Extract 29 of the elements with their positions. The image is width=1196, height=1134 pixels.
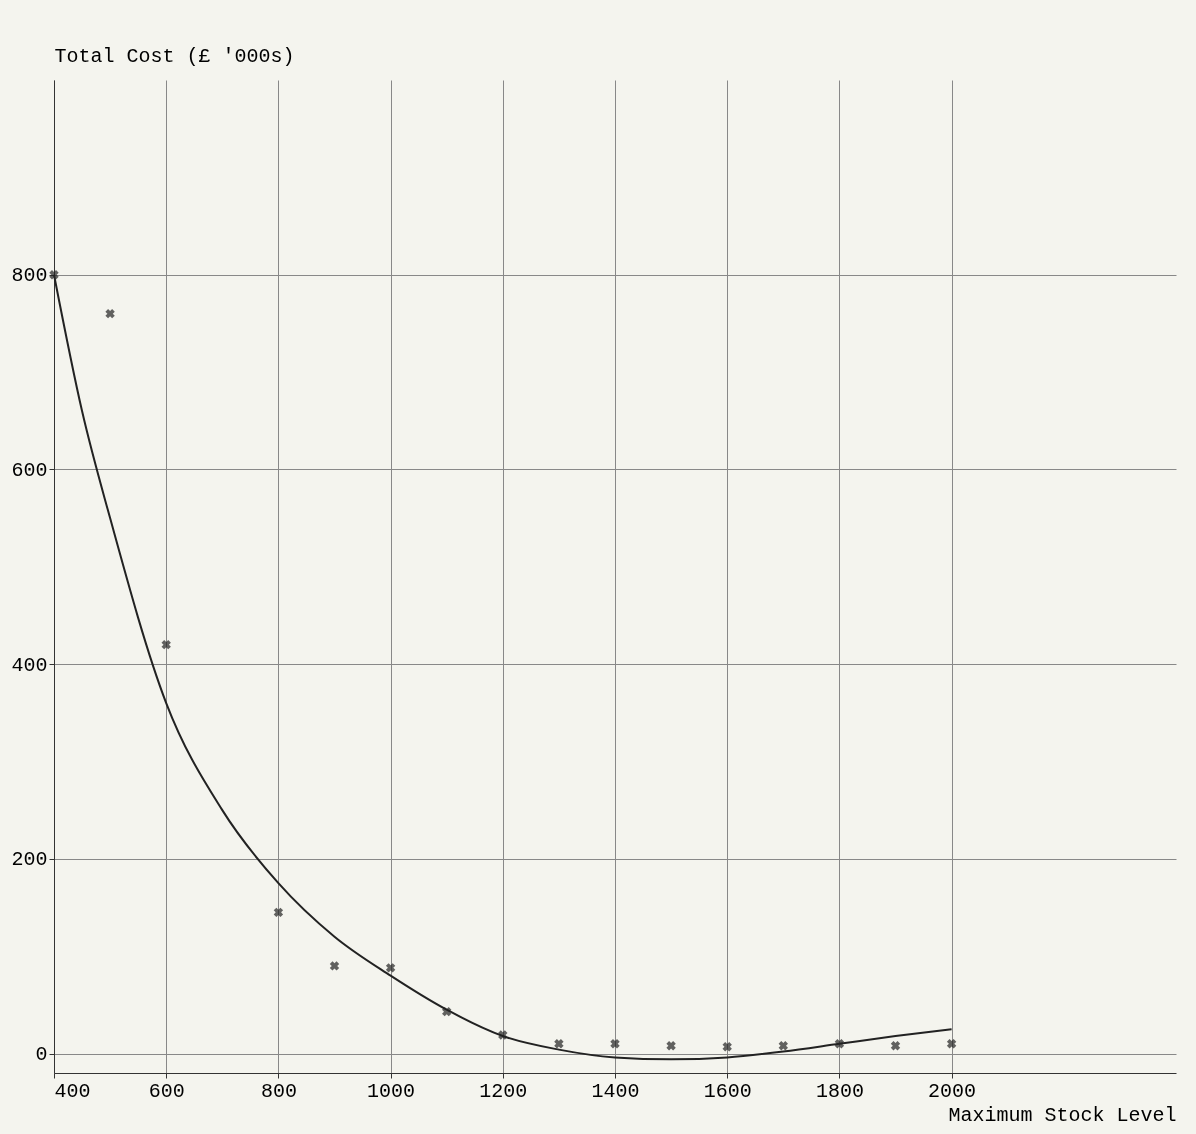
x-tick-label: 1000 xyxy=(367,1079,416,1103)
x-tick-label: 1400 xyxy=(591,1079,640,1103)
y-axis-title: Total Cost (£ '000s) xyxy=(54,44,295,68)
point xyxy=(946,1039,957,1049)
x-tick-label: 600 xyxy=(148,1079,185,1103)
point xyxy=(722,1042,732,1052)
point xyxy=(554,1039,564,1049)
point xyxy=(610,1039,620,1049)
point xyxy=(666,1041,676,1051)
point xyxy=(890,1041,901,1051)
point xyxy=(329,961,340,971)
y-tick-label: 0 xyxy=(35,1043,48,1067)
y-tick-label: 200 xyxy=(11,848,48,872)
x-tick-label: 1200 xyxy=(479,1079,528,1103)
point xyxy=(105,308,115,319)
y-tick-label: 600 xyxy=(11,458,48,482)
point xyxy=(49,270,59,280)
x-tick-label: 800 xyxy=(260,1079,297,1103)
point xyxy=(161,639,171,650)
x-tick-label: 1800 xyxy=(815,1079,864,1103)
x-tick-label: 400 xyxy=(54,1079,91,1103)
point xyxy=(778,1041,788,1051)
x-tick-label: 2000 xyxy=(928,1079,977,1103)
point xyxy=(385,963,396,973)
x-axis-title: Maximum Stock Level xyxy=(948,1103,1177,1127)
point xyxy=(273,907,284,918)
x-tick-label: 1600 xyxy=(703,1079,752,1103)
y-tick-label: 800 xyxy=(11,264,48,288)
y-tick-label: 400 xyxy=(11,653,48,677)
